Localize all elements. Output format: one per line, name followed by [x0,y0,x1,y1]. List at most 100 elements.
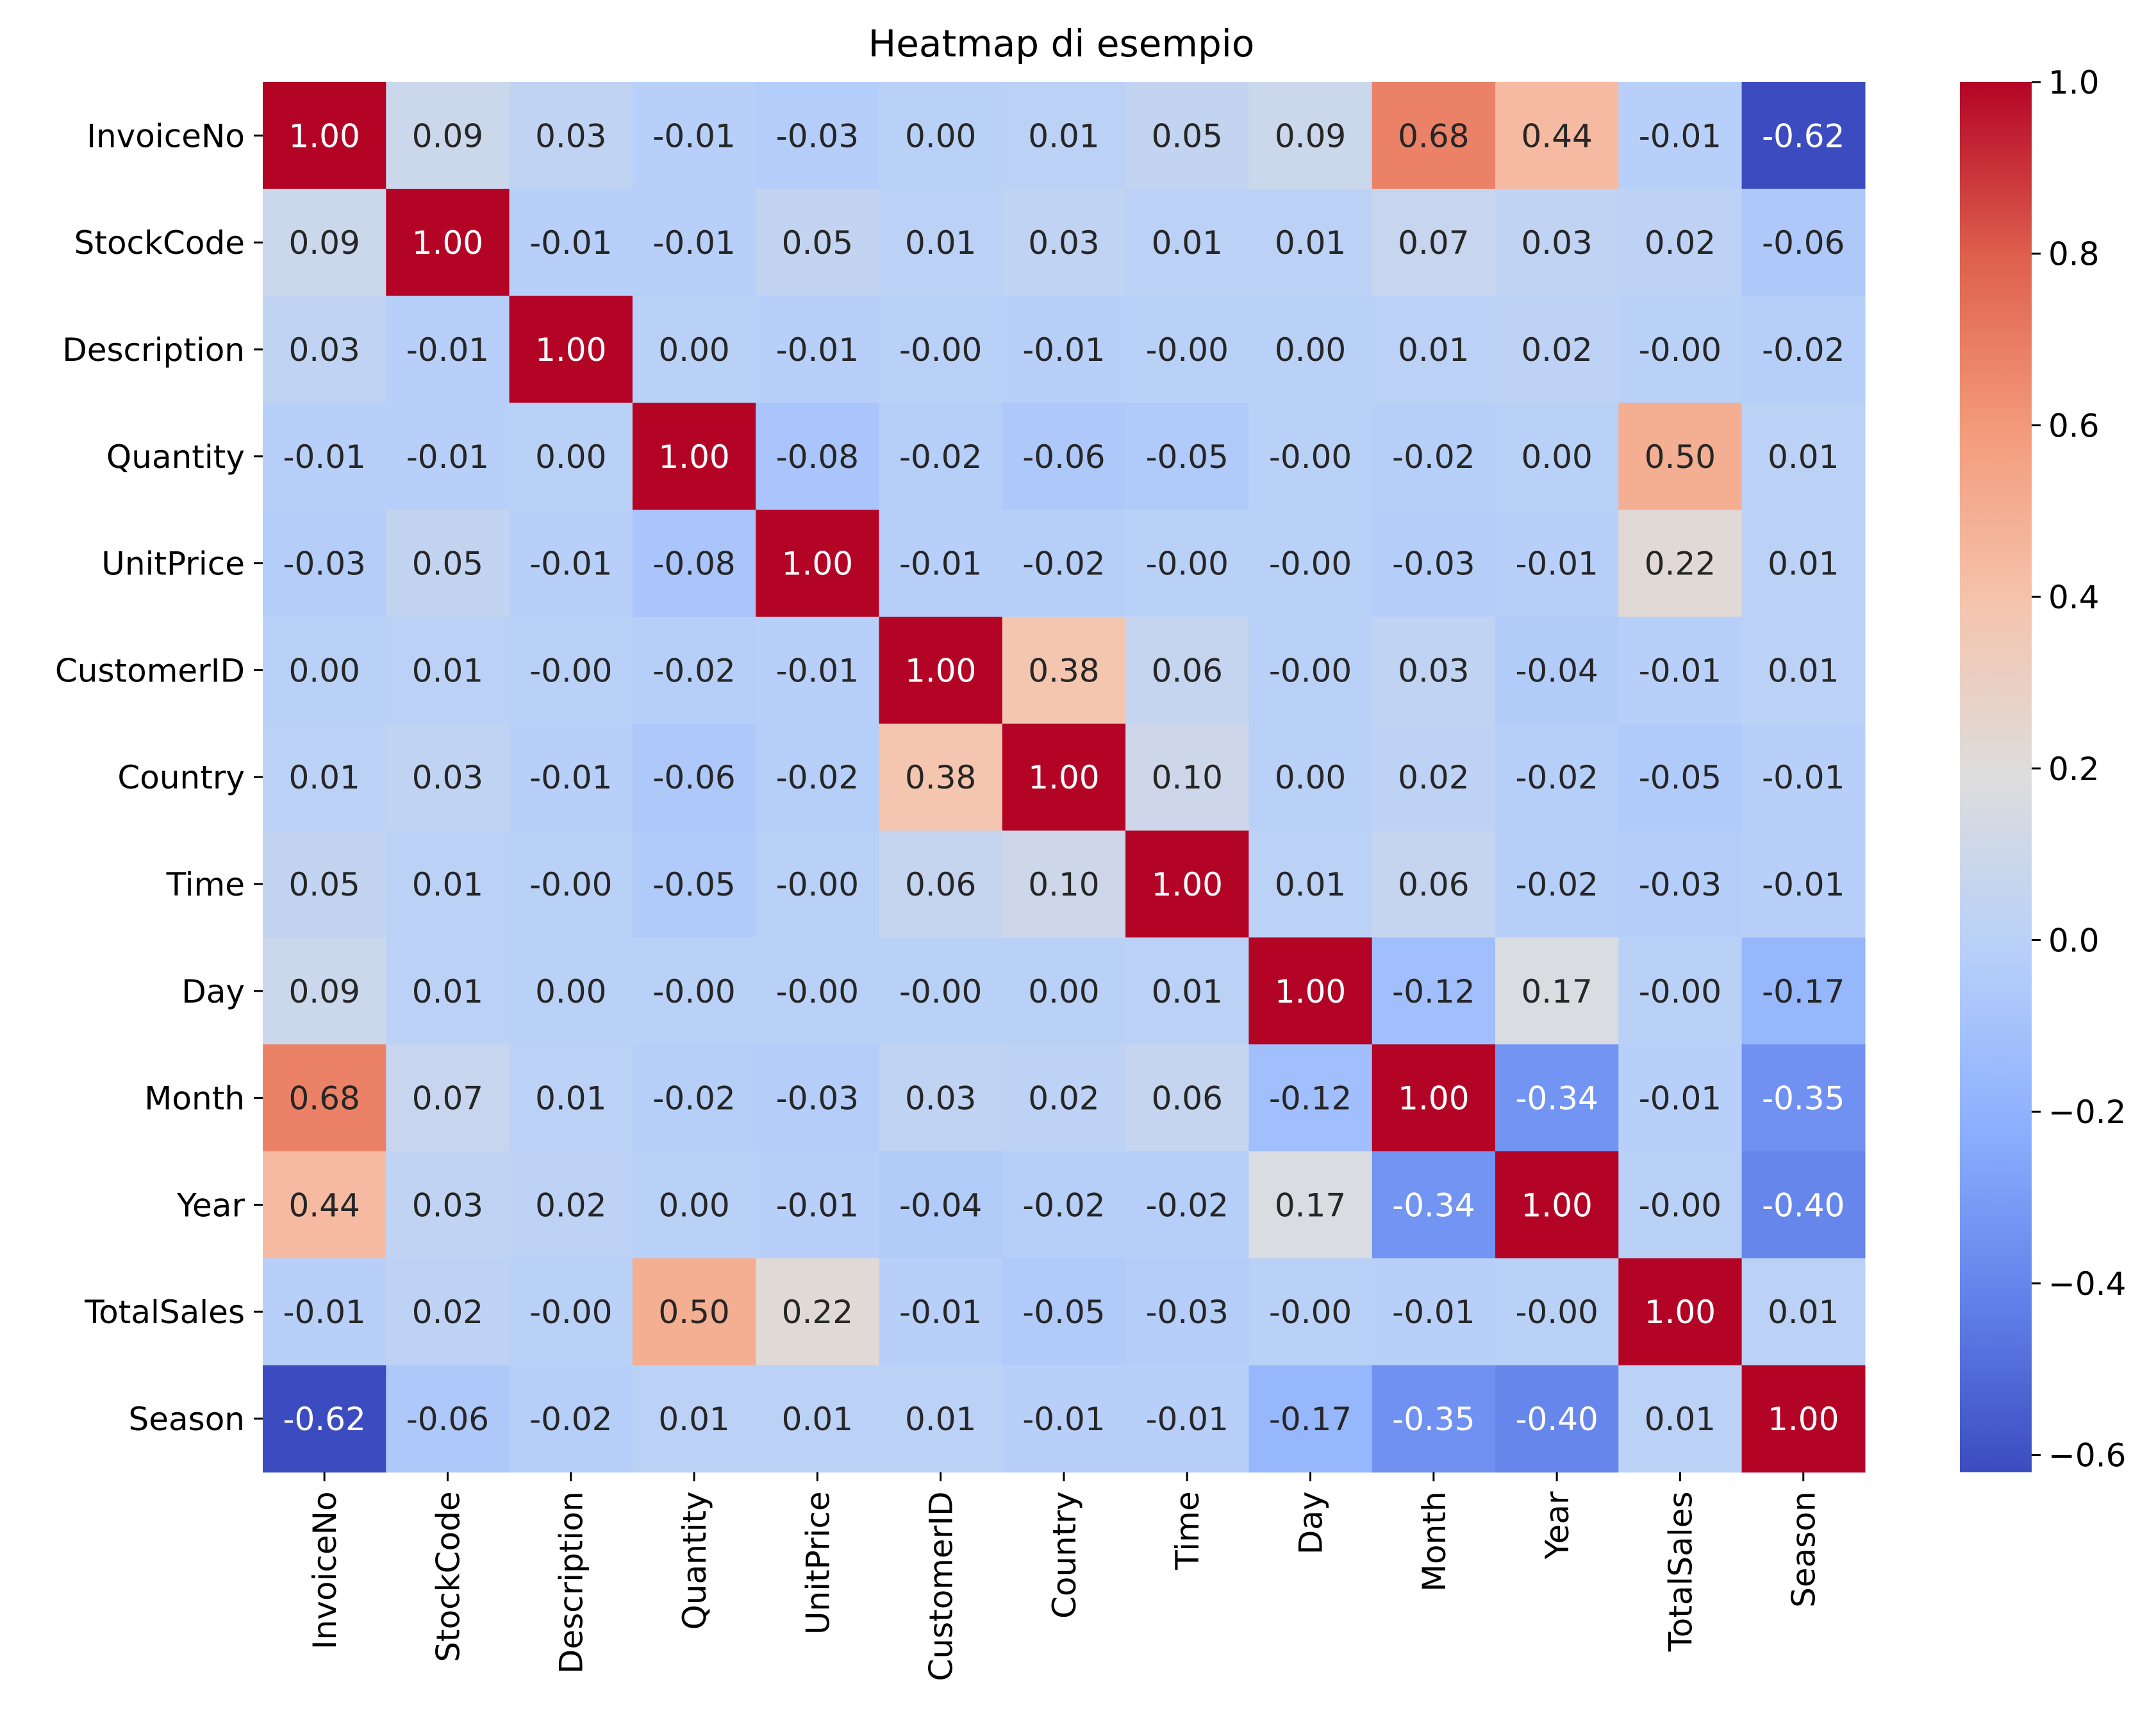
cell-value-label: -0.00 [1269,652,1352,689]
colorbar-tick-label: 1.0 [2048,64,2100,101]
cell-value-label: 0.05 [412,546,483,583]
heatmap-cell [879,1365,1003,1473]
heatmap-cell [756,1258,880,1366]
cell-value-label: 0.02 [1028,1080,1099,1117]
heatmap-cell [632,510,756,617]
heatmap-cell [1372,510,1496,617]
heatmap-cell [1372,937,1496,1045]
cell-value-label: 0.03 [535,117,606,154]
cell-value-label: 0.03 [1028,224,1099,262]
heatmap-cell [1372,830,1496,938]
cell-value-label: -0.01 [1762,759,1845,796]
heatmap-cell [1002,1365,1126,1473]
cell-value-label: -0.02 [776,759,859,796]
heatmap-cell [632,1365,756,1473]
cell-value-label: -0.62 [1762,117,1845,154]
heatmap-cell [1372,188,1496,297]
cell-value-label: 0.01 [1768,438,1839,476]
cell-value-label: -0.01 [776,1187,859,1224]
heatmap-cell [632,723,756,831]
heatmap-cell [1618,1258,1743,1366]
y-tick-label: Month [144,1080,245,1117]
heatmap-cell [1125,403,1249,510]
y-tick-label: Description [62,331,245,369]
cell-value-label: -0.03 [283,546,365,583]
cell-value-label: 0.01 [1275,224,1346,262]
cell-value-label: 0.01 [1398,331,1469,369]
cell-value-label: -0.00 [1639,973,1721,1010]
heatmap-cell [756,510,880,617]
heatmap-cell [1125,723,1249,831]
cell-value-label: -0.01 [529,224,612,262]
heatmap-cell [1002,723,1126,831]
cell-value-label: 0.02 [535,1187,606,1224]
cell-value-label: -0.03 [1146,1294,1229,1331]
cell-value-label: 0.10 [1028,866,1099,903]
cell-value-label: 0.00 [1521,438,1592,476]
cell-value-label: 1.00 [905,652,976,689]
cell-value-label: 0.07 [412,1080,483,1117]
cell-value-label: 1.00 [1521,1187,1592,1224]
heatmap-cell [1002,82,1126,190]
cell-value-label: 0.44 [288,1187,360,1224]
cell-value-label: -0.35 [1392,1401,1475,1438]
heatmap-cell [1618,1151,1743,1259]
cell-value-label: -0.04 [1515,652,1598,689]
y-tick-label: CustomerID [55,652,245,689]
cell-value-label: 0.03 [412,1187,483,1224]
cell-value-label: 1.00 [1645,1294,1716,1331]
cell-value-label: -0.01 [652,117,735,154]
cell-value-label: 0.00 [658,331,729,369]
heatmap-cell [263,510,386,617]
heatmap-cell [1741,510,1866,617]
cell-value-label: -0.01 [1146,1401,1229,1438]
heatmap-cell [1495,617,1619,724]
heatmap-cell [1248,830,1373,938]
heatmap-cell [1372,1365,1496,1473]
cell-value-label: 0.00 [535,973,606,1010]
x-tick-label: Quantity [676,1491,713,1630]
heatmap-cell [756,188,880,297]
heatmap-cell [879,1258,1003,1366]
cell-value-label: -0.00 [1146,546,1229,583]
cell-value-label: 0.03 [1521,224,1592,262]
cell-value-label: -0.17 [1762,973,1845,1010]
colorbar-tick-label: 0.4 [2048,579,2100,616]
heatmap-cell [756,82,880,190]
heatmap-cell [632,937,756,1045]
cell-value-label: 1.00 [412,224,483,262]
heatmap-cell [632,830,756,938]
cell-value-label: -0.01 [1762,866,1845,903]
cell-value-label: 0.00 [1275,331,1346,369]
heatmap-cell [1125,830,1249,938]
y-tick-label: InvoiceNo [87,117,245,154]
heatmap-cell [879,830,1003,938]
cell-value-label: -0.04 [899,1187,982,1224]
heatmap-cell [1002,296,1126,403]
heatmap-cell [1618,937,1743,1045]
cell-value-label: 0.09 [1275,117,1346,154]
heatmap-cell [263,188,386,297]
heatmap-cell [1741,296,1866,403]
cell-value-label: -0.02 [1392,438,1475,476]
y-tick-label: Quantity [106,438,245,476]
heatmap-cell [1372,723,1496,831]
chart-title: Heatmap di esempio [868,22,1255,65]
x-tick-label: StockCode [429,1491,467,1662]
heatmap-cell [632,188,756,297]
heatmap-cell [879,82,1003,190]
x-tick-label: Year [1539,1491,1576,1560]
cell-value-label: -0.05 [1146,438,1229,476]
cell-value-label: -0.08 [652,546,735,583]
cell-value-label: -0.35 [1762,1080,1845,1117]
cell-value-label: -0.12 [1392,973,1475,1010]
heatmap-cell [632,403,756,510]
heatmap-cell [879,937,1003,1045]
heatmap-cell [1248,403,1373,510]
cell-value-label: -0.06 [652,759,735,796]
cell-value-label: 0.01 [288,759,360,796]
x-tick-label: CustomerID [923,1491,960,1681]
heatmap-cell [386,1365,510,1473]
cell-value-label: -0.05 [652,866,735,903]
